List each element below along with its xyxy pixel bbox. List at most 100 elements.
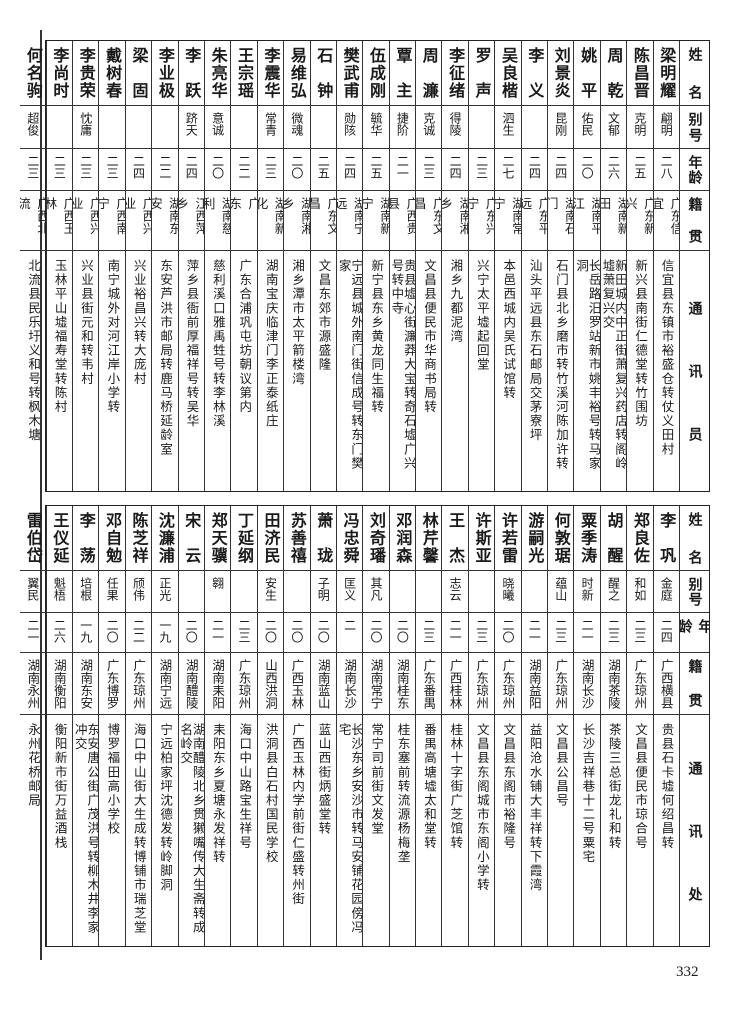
person-origin: 广东平远 [521, 197, 548, 235]
person-age: 二三 [474, 619, 489, 643]
person-name: 王宗瑶 [235, 47, 255, 98]
person-age: 二三 [632, 619, 647, 643]
person-alias: 正光 [157, 577, 172, 601]
person-column: 陈芝祥 颀伟 二二 广东琼州 海口中山街大生成转博铺市瑞芝堂 [124, 506, 152, 946]
person-age: 二〇 [289, 155, 304, 179]
cell-origin: 湖南永州 [20, 653, 46, 715]
person-origin: 广西横县 [658, 659, 674, 709]
person-column: 苏善禧 二〇 广西玉林 广西玉林内学前街仁盛转州街 [283, 506, 310, 946]
cell-origin: 湖南衡阳 [46, 653, 73, 715]
cell-origin: 湖南常宁 [363, 653, 389, 715]
person-age: 二二 [237, 155, 252, 179]
cell-age: 二〇 [178, 613, 204, 653]
person-name: 梁明耀 [657, 47, 677, 98]
person-name: 姚平 [578, 47, 598, 98]
cell-name: 丁延纲 [231, 506, 257, 571]
cell-origin: 广 东 [231, 191, 257, 251]
cell-age: 二三 [416, 613, 442, 653]
cell-alias: 魁梧 [46, 571, 73, 613]
header-age: 年龄 [680, 619, 709, 633]
cell-name: 李贵荣 [73, 41, 99, 106]
person-column: 樊武甫 勋陔 二四 湖南宁远 宁远县城外南门街信成号转东门樊家 [335, 41, 363, 491]
person-age: 二〇 [263, 619, 278, 643]
cell-age: 一九 [152, 613, 178, 653]
person-address: 长岳路汨罗站新市姚丰裕号转马家洞 [574, 259, 600, 471]
person-alias: 得陵 [448, 112, 463, 136]
person-alias: 安生 [263, 577, 278, 601]
person-name: 李贵荣 [76, 47, 96, 98]
person-column: 吴良楷 泗生 二七 湖南常宁 本邑西城内吴氏试馆转 [494, 41, 521, 491]
person-name: 周乾 [604, 47, 624, 98]
person-column: 易维弘 微魂 二〇 湖南湘乡 湘乡潭市太平箭楼湾 [283, 41, 310, 491]
person-age: 二六 [52, 619, 67, 643]
cell-origin: 湖南新化 [257, 191, 284, 251]
person-address: 益阳沧水铺大丰祥转下霞湾 [527, 723, 543, 893]
cell-alias: 金庭 [653, 571, 679, 613]
person-origin: 广东博罗 [104, 659, 120, 709]
cell-address: 长岳路汨罗站新市姚丰裕号转马家洞 [574, 251, 599, 491]
person-address: 萍乡县衙前厚福祥号转吴华 [184, 259, 200, 429]
person-name: 粟季涛 [578, 512, 598, 563]
cell-age: 二三 [20, 149, 46, 191]
person-name: 何名驹 [23, 47, 43, 98]
person-address: 兴宁太平墟起回堂 [474, 259, 490, 372]
person-column: 戴树春 二三 广西南宁 南宁城外对河江岸小学转 [98, 41, 125, 491]
person-name: 郑良佐 [630, 512, 650, 563]
cell-age: 二五 [363, 149, 389, 191]
person-origin: 广西玉林 [46, 197, 73, 235]
cell-origin: 湖南新宁 [363, 191, 389, 251]
cell-name: 樊武甫 [336, 41, 363, 106]
cell-alias [231, 106, 257, 149]
cell-origin: 广西北流 [20, 191, 46, 251]
person-age: 二四 [131, 155, 146, 179]
cell-name: 何敦琚 [548, 506, 574, 571]
bottom-roster-table: 姓名 别号 年龄 籍贯 通讯处 李巩 金庭 二四 广西横县 贵县石卡墟何绍昌转 郑良佐 和如 二三 广东琼… [20, 505, 710, 947]
person-column: 李荡 培根 一九 湖南东安 东安唐公街广茂洪号转柳木井李家冲交 [72, 506, 99, 946]
cell-origin: 湖南长沙 [336, 653, 363, 715]
person-address: 海口中山街大生成转博铺市瑞芝堂 [131, 723, 147, 935]
person-alias: 金庭 [659, 577, 674, 601]
person-name: 易维弘 [287, 47, 307, 98]
cell-origin: 湖南益阳 [521, 653, 548, 715]
header-cell-alias: 别号 [680, 106, 709, 149]
person-column: 李业极 二二 湖南东安 东安芦洪市邮局转鹿马桥延龄室 [151, 41, 178, 491]
cell-alias: 颀伟 [125, 571, 152, 613]
cell-origin: 广西玉林 [46, 191, 73, 251]
cell-age: 二二 [231, 149, 257, 191]
cell-name: 沈濂浦 [152, 506, 178, 571]
cell-age: 二三 [99, 149, 125, 191]
person-column: 田济民 安生 二〇 山西洪洞 洪洞县白石村国民学校 [256, 506, 284, 946]
person-column: 何名驹 超俊 二三 广西北流 北流县民乐圩义和号转枫木塘 [20, 41, 46, 491]
person-name: 王杰 [446, 512, 466, 563]
cell-name: 陈芝祥 [125, 506, 152, 571]
person-column: 邓自勉 任果 二〇 广东博罗 博罗福田高小学校 [98, 506, 125, 946]
person-address: 新宁县东乡黄龙同生福转 [369, 259, 385, 415]
cell-name: 朱亮华 [204, 41, 231, 106]
person-age: 二六 [606, 155, 621, 179]
cell-address: 兴宁太平墟起回堂 [469, 251, 494, 491]
cell-address: 桂林十字街广芝馆转 [442, 715, 467, 946]
header-cell-age: 年龄 [680, 613, 709, 653]
person-column: 陈昌晋 克明 二五 广东新兴 新兴县南街仁德堂转竹围坊 [626, 41, 653, 491]
person-name: 朱亮华 [208, 47, 228, 98]
cell-name: 胡醒 [600, 506, 627, 571]
cell-name: 郑良佐 [627, 506, 653, 571]
person-origin: 湖南永州 [25, 659, 41, 709]
cell-name: 伍成刚 [363, 41, 389, 106]
person-origin: 湖南东安 [78, 659, 94, 709]
person-origin: 湖南湘乡 [442, 197, 468, 235]
cell-name: 王仪延 [46, 506, 73, 571]
cell-alias [46, 106, 73, 149]
person-age: 二〇 [395, 619, 410, 643]
person-origin: 广东文昌 [416, 197, 442, 235]
cell-address: 广西玉林内学前街仁盛转州街 [284, 715, 309, 946]
cell-alias: 常青 [257, 106, 284, 149]
cell-address: 萍乡县衙前厚福祥号转吴华 [179, 251, 204, 491]
person-address: 洪洞县白石村国民学校 [263, 723, 279, 864]
cell-origin: 广东琼州 [495, 653, 521, 715]
cell-alias: 晓曦 [495, 571, 521, 613]
person-name: 邓润森 [393, 512, 413, 563]
person-alias: 翼民 [25, 577, 40, 601]
cell-origin: 广东新兴 [627, 191, 653, 251]
person-address: 文昌县便民市琼合号 [633, 723, 649, 850]
